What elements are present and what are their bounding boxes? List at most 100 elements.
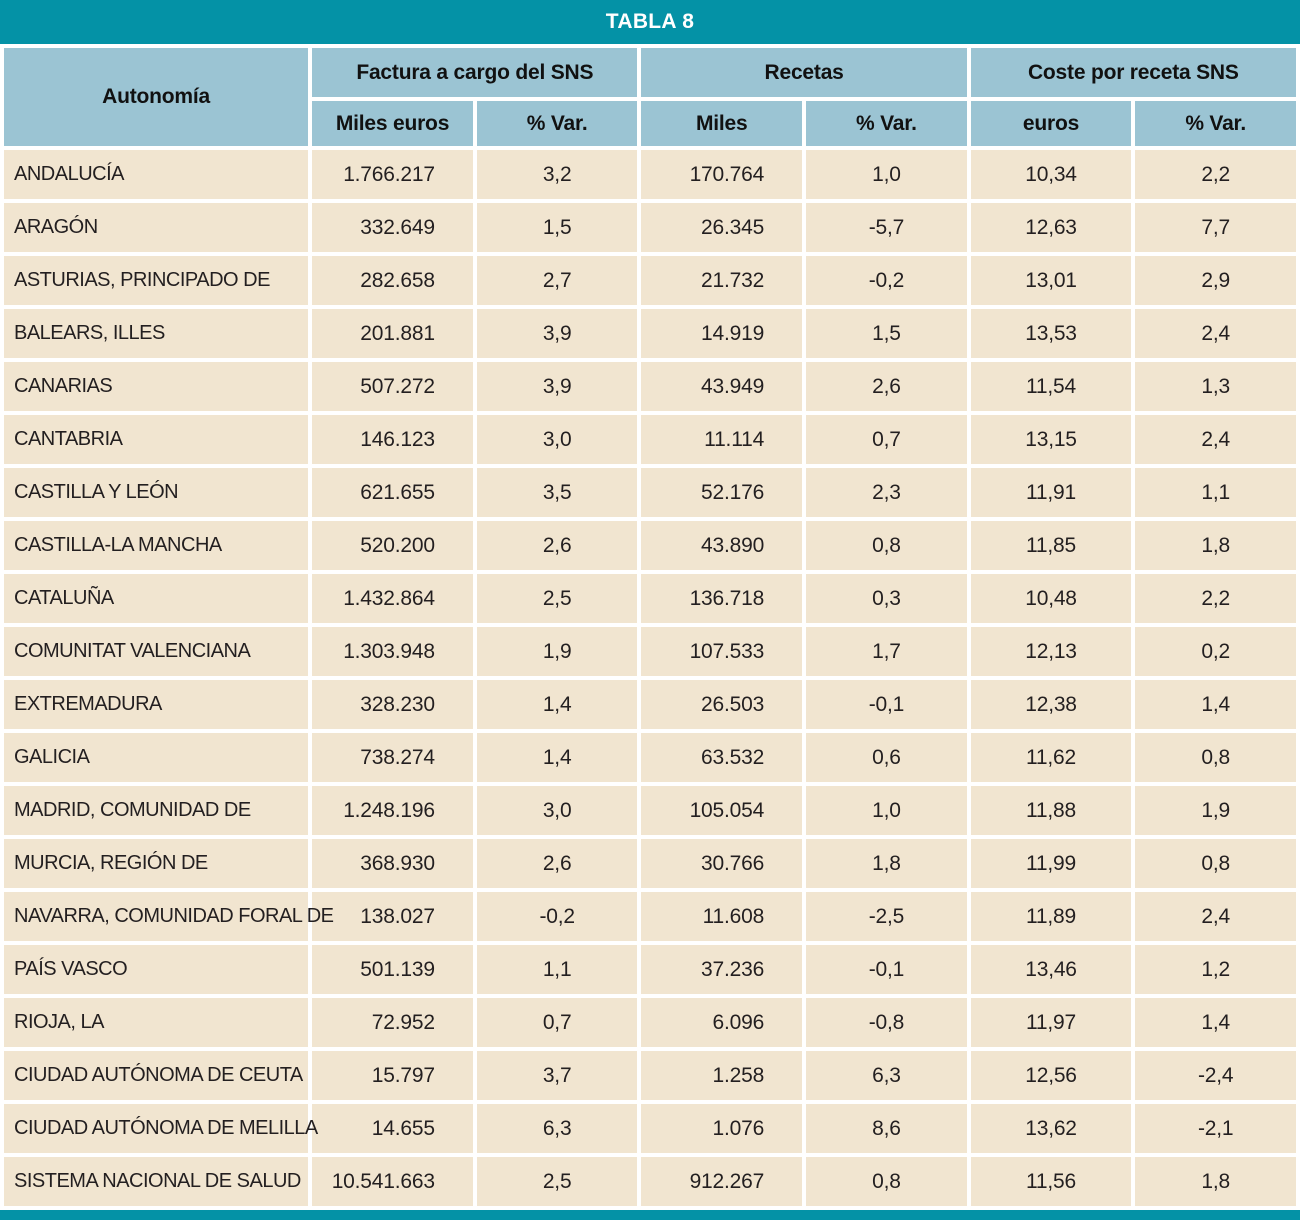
coste-euros-cell: 12,38 [970, 680, 1132, 729]
recetas-var-cell: 0,3 [806, 574, 967, 623]
coste-var-cell: 0,2 [1135, 627, 1296, 676]
coste-euros-cell: 11,54 [970, 362, 1132, 411]
autonomia-cell: CIUDAD AUTÓNOMA DE MELILLA [4, 1104, 318, 1153]
coste-euros-cell: 13,53 [970, 309, 1132, 358]
factura-miles-cell: 138.027 [312, 892, 473, 941]
header-group-factura: Factura a cargo del SNS [312, 48, 638, 97]
coste-var-cell: 1,3 [1135, 362, 1296, 411]
recetas-miles-cell: 1.076 [641, 1104, 803, 1153]
coste-euros-cell: 12,63 [970, 203, 1132, 252]
recetas-var-cell: 1,0 [806, 786, 967, 835]
header-factura-var: % Var. [476, 101, 638, 146]
coste-var-cell: 0,8 [1135, 733, 1296, 782]
factura-var-cell: 1,1 [476, 945, 638, 994]
coste-var-cell: 1,2 [1135, 945, 1296, 994]
recetas-var-cell: 1,5 [806, 309, 967, 358]
recetas-miles-cell: 11.114 [641, 415, 803, 464]
coste-var-cell: 2,2 [1135, 574, 1296, 623]
autonomia-cell: BALEARS, ILLES [4, 309, 309, 358]
recetas-miles-cell: 170.764 [641, 150, 803, 199]
autonomia-cell: CASTILLA-LA MANCHA [4, 521, 309, 570]
coste-var-cell: 1,4 [1135, 998, 1296, 1047]
table-row: NAVARRA, COMUNIDAD FORAL DE 138.027 -0,2… [4, 892, 1296, 941]
autonomia-cell: ASTURIAS, PRINCIPADO DE [4, 256, 309, 305]
coste-euros-cell: 11,97 [970, 998, 1132, 1047]
recetas-var-cell: -5,7 [806, 203, 967, 252]
factura-var-cell: 2,7 [476, 256, 638, 305]
factura-var-cell: 0,7 [476, 998, 638, 1047]
table-row: CANARIAS 507.272 3,9 43.949 2,6 11,54 1,… [4, 362, 1296, 411]
coste-euros-cell: 11,91 [970, 468, 1132, 517]
coste-euros-cell: 11,88 [970, 786, 1132, 835]
table-row: GALICIA 738.274 1,4 63.532 0,6 11,62 0,8 [4, 733, 1296, 782]
factura-miles-cell: 368.930 [312, 839, 473, 888]
autonomia-cell: MURCIA, REGIÓN DE [4, 839, 309, 888]
autonomia-cell: GALICIA [4, 733, 309, 782]
autonomia-cell: RIOJA, LA [4, 998, 309, 1047]
recetas-var-cell: -0,8 [806, 998, 967, 1047]
factura-miles-cell: 282.658 [312, 256, 473, 305]
header-autonomia: Autonomía [4, 48, 309, 146]
coste-euros-cell: 11,89 [970, 892, 1132, 941]
recetas-miles-cell: 6.096 [641, 998, 803, 1047]
autonomia-cell: PAÍS VASCO [4, 945, 309, 994]
coste-euros-cell: 10,48 [970, 574, 1132, 623]
factura-miles-cell: 328.230 [312, 680, 473, 729]
table-row: CIUDAD AUTÓNOMA DE MELILLA 14.655 6,3 1.… [4, 1104, 1296, 1153]
recetas-var-cell: -0,1 [806, 680, 967, 729]
table-row: RIOJA, LA 72.952 0,7 6.096 -0,8 11,97 1,… [4, 998, 1296, 1047]
coste-var-cell: 1,8 [1135, 521, 1296, 570]
autonomia-cell: NAVARRA, COMUNIDAD FORAL DE [4, 892, 334, 941]
factura-miles-cell: 15.797 [312, 1051, 473, 1100]
factura-var-cell: 2,5 [476, 1157, 638, 1206]
coste-euros-cell: 13,62 [970, 1104, 1132, 1153]
factura-var-cell: 3,9 [476, 309, 638, 358]
header-coste-var: % Var. [1135, 101, 1296, 146]
factura-var-cell: 2,6 [476, 839, 638, 888]
recetas-var-cell: 2,3 [806, 468, 967, 517]
recetas-miles-cell: 14.919 [641, 309, 803, 358]
recetas-miles-cell: 30.766 [641, 839, 803, 888]
table-row: SISTEMA NACIONAL DE SALUD 10.541.663 2,5… [4, 1157, 1296, 1206]
coste-euros-cell: 10,34 [970, 150, 1132, 199]
coste-var-cell: -2,1 [1135, 1104, 1296, 1153]
coste-euros-cell: 12,13 [970, 627, 1132, 676]
factura-var-cell: 3,5 [476, 468, 638, 517]
factura-miles-cell: 520.200 [312, 521, 473, 570]
recetas-miles-cell: 43.949 [641, 362, 803, 411]
factura-var-cell: 1,5 [476, 203, 638, 252]
coste-var-cell: 2,9 [1135, 256, 1296, 305]
table-row: MADRID, COMUNIDAD DE 1.248.196 3,0 105.0… [4, 786, 1296, 835]
table-title: TABLA 8 [605, 10, 695, 33]
autonomia-cell: MADRID, COMUNIDAD DE [4, 786, 309, 835]
recetas-miles-cell: 21.732 [641, 256, 803, 305]
autonomia-cell: CIUDAD AUTÓNOMA DE CEUTA [4, 1051, 309, 1100]
recetas-miles-cell: 136.718 [641, 574, 803, 623]
autonomia-cell: ANDALUCÍA [4, 150, 309, 199]
header-recetas-miles: Miles [641, 101, 803, 146]
factura-var-cell: -0,2 [476, 892, 638, 941]
recetas-var-cell: 1,0 [806, 150, 967, 199]
coste-var-cell: 1,1 [1135, 468, 1296, 517]
factura-miles-cell: 1.248.196 [312, 786, 473, 835]
table-body: ANDALUCÍA 1.766.217 3,2 170.764 1,0 10,3… [4, 150, 1296, 1206]
factura-miles-cell: 738.274 [312, 733, 473, 782]
recetas-miles-cell: 37.236 [641, 945, 803, 994]
recetas-miles-cell: 11.608 [641, 892, 803, 941]
recetas-var-cell: 1,7 [806, 627, 967, 676]
coste-euros-cell: 11,85 [970, 521, 1132, 570]
recetas-miles-cell: 52.176 [641, 468, 803, 517]
coste-var-cell: 1,4 [1135, 680, 1296, 729]
coste-var-cell: 1,8 [1135, 1157, 1296, 1206]
recetas-miles-cell: 26.345 [641, 203, 803, 252]
recetas-var-cell: -2,5 [806, 892, 967, 941]
table-row: BALEARS, ILLES 201.881 3,9 14.919 1,5 13… [4, 309, 1296, 358]
factura-var-cell: 2,5 [476, 574, 638, 623]
coste-var-cell: 2,4 [1135, 415, 1296, 464]
factura-miles-cell: 72.952 [312, 998, 473, 1047]
data-table: Autonomía Factura a cargo del SNS Receta… [0, 44, 1300, 1210]
recetas-miles-cell: 26.503 [641, 680, 803, 729]
coste-var-cell: 0,8 [1135, 839, 1296, 888]
factura-miles-cell: 10.541.663 [312, 1157, 473, 1206]
autonomia-cell: CASTILLA Y LEÓN [4, 468, 309, 517]
